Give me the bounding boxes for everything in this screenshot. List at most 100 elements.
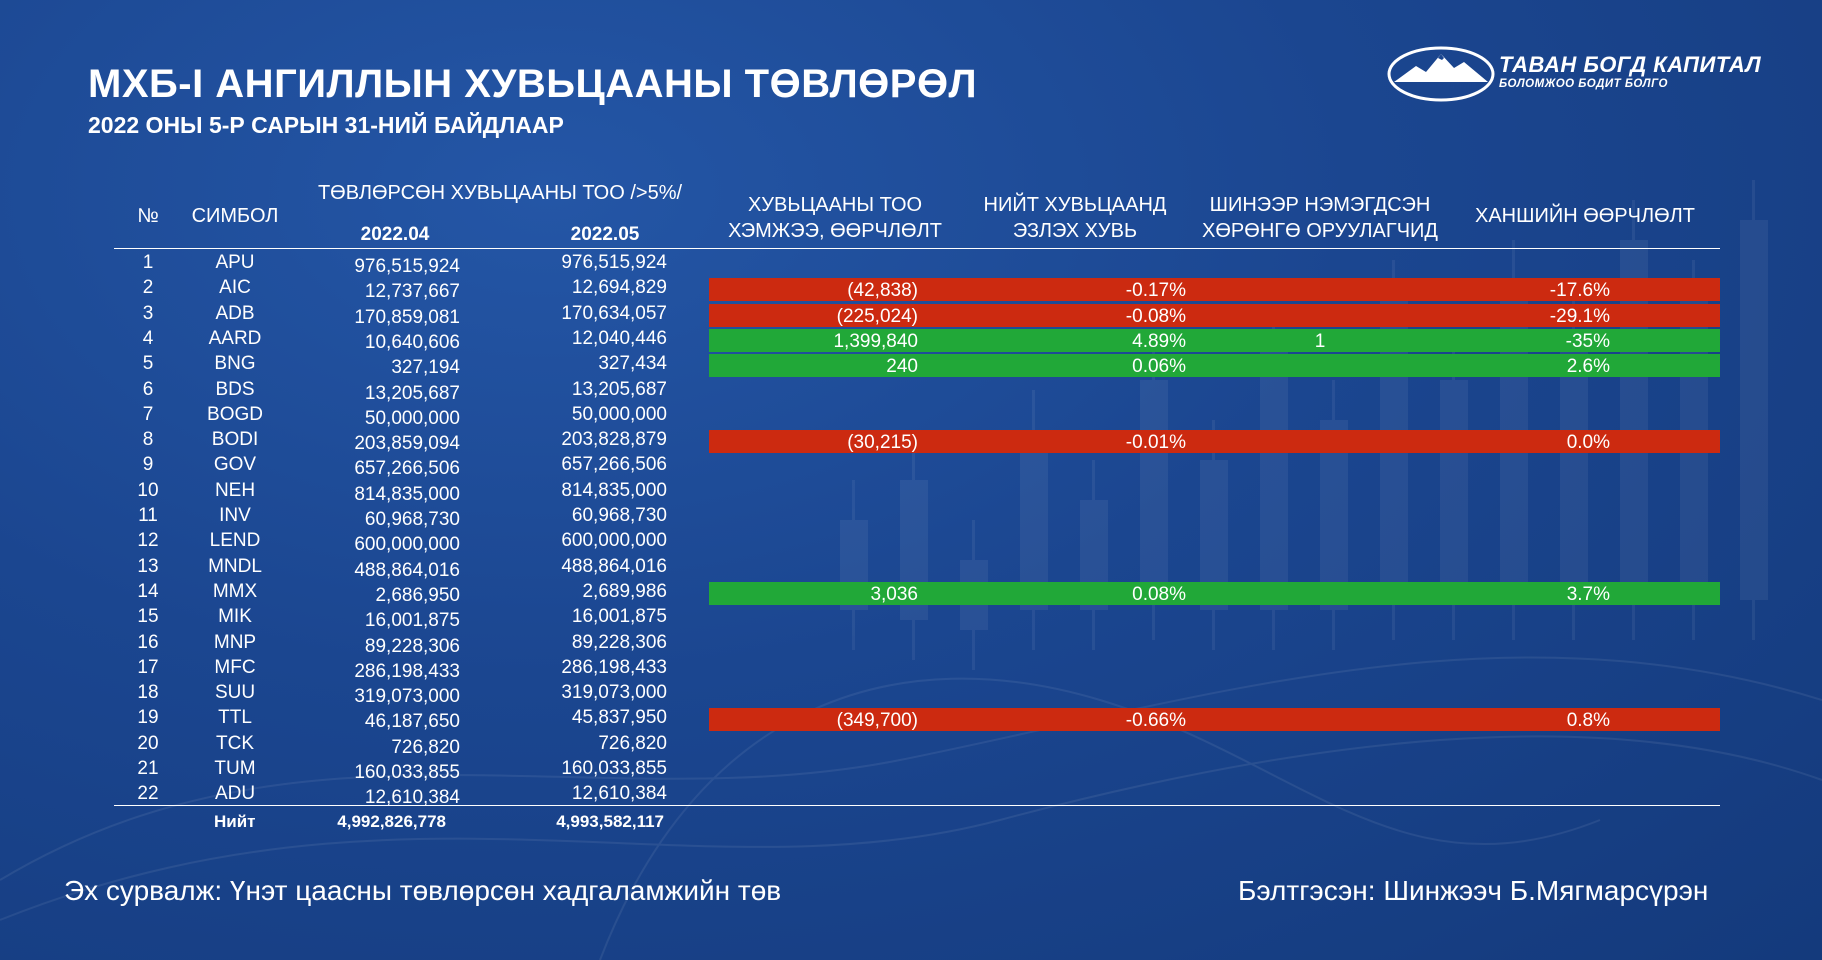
row-number: 5 [142,353,154,374]
table-row: 22 ADU 12,610,384 12,610,384 [0,783,1822,808]
row-number: 19 [137,707,159,728]
row-number: 17 [137,657,159,678]
table-row: 16 MNP 89,228,306 89,228,306 [0,632,1822,657]
column-header-change-line2: ХЭМЖЭЭ, ӨӨРЧЛӨЛТ [728,220,942,242]
mountain-logo-icon [1387,46,1495,102]
row-symbol: TUM [214,758,256,779]
row-symbol: MNDL [208,556,262,577]
column-header-number: № [137,205,159,227]
row-shares-may: 170,634,057 [561,303,667,324]
column-header-may: 2022.05 [570,224,640,245]
row-share-change: (225,024) [836,306,918,327]
row-symbol: MIK [218,606,252,627]
row-shares-apr: 60,968,730 [364,509,460,530]
row-number: 11 [138,505,158,526]
row-symbol: TCK [216,733,254,754]
company-logo: ТАВАН БОГД ГРУПП ТАВАН БОГД КАПИТАЛ БОЛО… [1386,44,1761,104]
source-note: Эх сурвалж: Үнэт цаасны төвлөрсөн хадгал… [64,875,782,906]
table-row: 19 TTL 46,187,650 45,837,950 (349,700) -0.66%… [0,707,1822,732]
row-number: 22 [137,783,159,804]
row-symbol: ADB [215,303,255,324]
column-header-new-line2: ХӨРӨНГӨ ОРУУЛАГЧИД [1202,220,1438,242]
table-row: 9 GOV 657,266,506 657,266,506 [0,454,1822,479]
row-shares-may: 319,073,000 [561,682,667,703]
row-new-investors: 1 [1314,331,1326,352]
row-symbol: GOV [213,454,257,475]
row-shares-may: 60,968,730 [571,505,667,526]
table-row: 1 APU 976,515,924 976,515,924 [0,252,1822,277]
column-header-group: ТӨВЛӨРСӨН ХУВЬЦААНЫ ТОО />5%/ [317,182,683,204]
row-share-change: (42,838) [847,280,918,301]
row-shares-may: 50,000,000 [571,404,667,425]
row-shares-may: 16,001,875 [571,606,667,627]
row-number: 13 [137,556,159,577]
row-symbol: MFC [214,657,256,678]
column-header-price-change: ХАНШИЙН ӨӨРЧЛӨЛТ [1474,205,1695,227]
row-share-percent: -0.66% [1125,710,1186,731]
row-shares-apr: 203,859,094 [354,433,460,454]
row-share-percent: -0.08% [1125,306,1186,327]
row-shares-apr: 46,187,650 [364,711,460,732]
total-apr: 4,992,826,778 [337,812,446,831]
table-row: 10 NEH 814,835,000 814,835,000 [0,480,1822,505]
row-price-change: -29.1% [1549,306,1610,327]
row-shares-apr: 16,001,875 [364,610,460,631]
row-shares-apr: 726,820 [391,737,460,758]
table-row: 14 MMX 2,686,950 2,689,986 3,036 0.08% 3.7% [0,581,1822,606]
header-divider [114,248,1720,249]
column-header-new-line1: ШИНЭЭР НЭМЭГДСЭН [1209,194,1431,216]
column-header-symbol: СИМБОЛ [191,205,279,227]
row-shares-apr: 2,686,950 [375,585,460,606]
row-shares-may: 45,837,950 [571,707,667,728]
column-header-change: ХУВЬЦААНЫ ТОО ХЭМЖЭЭ, ӨӨРЧЛӨЛТ [700,192,970,244]
row-price-change: 2.6% [1566,356,1610,377]
row-number: 15 [137,606,159,627]
row-symbol: INV [219,505,251,526]
row-shares-may: 12,610,384 [571,783,667,804]
row-share-percent: 0.08% [1132,584,1186,605]
row-shares-may: 13,205,687 [571,379,667,400]
table-row: 8 BODI 203,859,094 203,828,879 (30,215) -0.01… [0,429,1822,454]
row-shares-may: 600,000,000 [561,530,667,551]
logo-company-name: ТАВАН БОГД КАПИТАЛ [1499,52,1762,77]
column-header-apr: 2022.04 [360,224,430,245]
row-number: 14 [137,581,159,602]
table-row: 11 INV 60,968,730 60,968,730 [0,505,1822,530]
row-number: 9 [142,454,154,475]
row-shares-apr: 327,194 [391,357,460,378]
row-symbol: AARD [208,328,262,349]
logo-slogan: БОЛОМЖОО БОДИТ БОЛГО [1499,78,1668,90]
row-shares-apr: 12,610,384 [364,787,460,808]
row-share-change: (349,700) [836,710,918,731]
table-row: 17 MFC 286,198,433 286,198,433 [0,657,1822,682]
table-row: 15 MIK 16,001,875 16,001,875 [0,606,1822,631]
table-row: 3 ADB 170,859,081 170,634,057 (225,024) -0.08… [0,303,1822,328]
page-title: МХБ-I АНГИЛЛЫН ХУВЬЦААНЫ ТӨВЛӨРӨЛ [88,62,978,106]
increase-highlight-bar [709,329,1720,352]
row-symbol: ADU [214,783,256,804]
row-number: 12 [137,530,159,551]
row-shares-may: 488,864,016 [561,556,667,577]
row-price-change: -35% [1565,331,1610,352]
row-shares-may: 203,828,879 [561,429,667,450]
row-shares-may: 726,820 [598,733,667,754]
column-header-change-line1: ХУВЬЦААНЫ ТОО [747,194,923,216]
row-shares-apr: 976,515,924 [354,256,460,277]
decrease-highlight-bar [709,278,1720,301]
table-row: 12 LEND 600,000,000 600,000,000 [0,530,1822,555]
row-symbol: LEND [209,530,261,551]
column-header-new-investors: ШИНЭЭР НЭМЭГДСЭН ХӨРӨНГӨ ОРУУЛАГЧИД [1190,192,1450,244]
decrease-highlight-bar [709,304,1720,327]
row-symbol: MNP [213,632,257,653]
column-header-share-line2: ЭЗЛЭХ ХУВЬ [1012,220,1138,242]
row-price-change: 3.7% [1566,584,1610,605]
row-symbol: TTL [218,707,252,728]
row-number: 18 [137,682,159,703]
table-row: 6 BDS 13,205,687 13,205,687 [0,379,1822,404]
row-share-change: 3,036 [870,584,918,605]
row-shares-may: 2,689,986 [582,581,667,602]
increase-highlight-bar [709,354,1720,377]
row-price-change: -17.6% [1549,280,1610,301]
row-symbol: MMX [212,581,258,602]
row-shares-may: 12,694,829 [571,277,667,298]
